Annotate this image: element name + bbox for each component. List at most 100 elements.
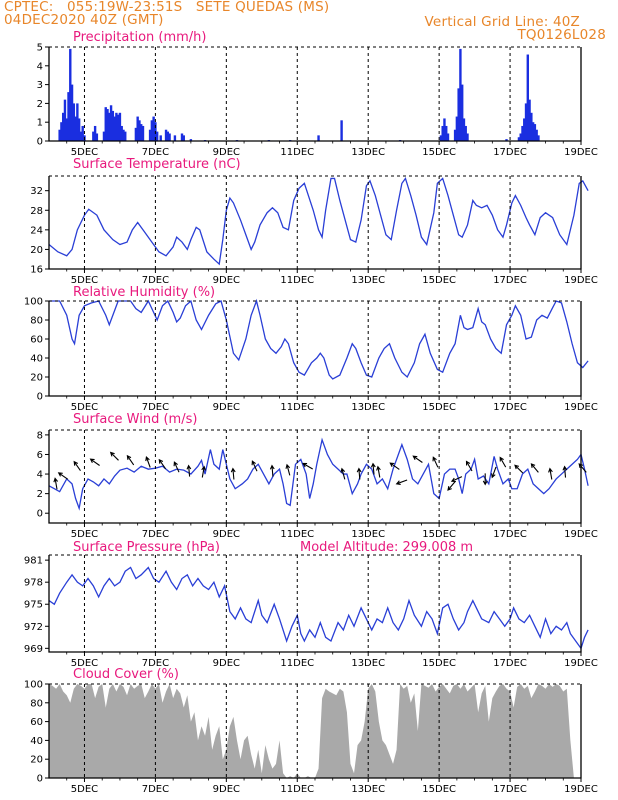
x-tick-label: 17DEC xyxy=(493,529,527,540)
rh-panel: 0 20 40 60 80 100 5DEC 7DEC 9DEC 11DEC 13DEC 15DEC 1… xyxy=(24,285,598,413)
precip-bar xyxy=(109,105,113,141)
y-tick-label: 20 xyxy=(30,373,43,384)
precip-bar xyxy=(505,139,508,141)
wind-arrow xyxy=(230,467,236,480)
temp-frame xyxy=(48,176,582,270)
precip-bar xyxy=(159,135,162,141)
header-date-line: 04DEC2020 40Z (GMT) xyxy=(4,12,164,28)
y-tick-label: 969 xyxy=(24,644,43,655)
precip-bar xyxy=(77,118,81,141)
wind-title: Surface Wind (m/s) xyxy=(73,412,197,427)
precip-bar xyxy=(531,122,535,141)
y-tick-label: 40 xyxy=(30,736,43,747)
pres-title: Surface Pressure (hPa) xyxy=(73,540,220,555)
wind-arrow xyxy=(465,460,473,472)
precip-bar xyxy=(115,112,118,141)
precip-bar xyxy=(141,125,145,141)
rh-frame xyxy=(48,301,582,397)
precip-bar xyxy=(460,84,464,141)
x-tick-label: 5DEC xyxy=(71,784,98,795)
precip-bar xyxy=(67,92,70,141)
precip-bar xyxy=(446,133,450,141)
precip-bar xyxy=(173,135,177,141)
precip-bar xyxy=(535,129,538,141)
y-tick-label: 60 xyxy=(30,717,43,728)
wind-arrow xyxy=(482,473,488,486)
x-tick-label: 13DEC xyxy=(351,784,385,795)
wind-arrow xyxy=(57,472,69,480)
x-tick-label: 7DEC xyxy=(142,275,169,286)
precip-bar xyxy=(120,125,123,141)
cloud-panel: 0 20 40 60 80 100 5DEC 7DEC 9DEC 11DEC 13DEC 15DEC 1… xyxy=(24,667,598,795)
precip-bar xyxy=(138,120,141,141)
x-tick-label: 17DEC xyxy=(493,275,527,286)
temp-line xyxy=(48,177,589,266)
temp-panel: 16 20 24 28 32 5DEC 7DEC 9DEC 11DEC 13DEC 15DEC 17D… xyxy=(30,157,598,286)
wind-arrow xyxy=(432,456,439,468)
x-tick-label: 7DEC xyxy=(142,529,169,540)
wind-arrow xyxy=(285,463,291,476)
precip-bar xyxy=(457,88,460,141)
x-tick-label: 15DEC xyxy=(422,402,456,413)
header-model-id: TQ0126L028 xyxy=(517,27,606,43)
precip-bar xyxy=(81,125,84,141)
precip-bar xyxy=(93,125,97,141)
wind-arrow xyxy=(53,477,59,490)
precip-bar xyxy=(189,139,193,141)
wind-arrow xyxy=(548,467,553,480)
precip-bar xyxy=(453,129,457,141)
precip-bar xyxy=(340,120,343,141)
y-tick-label: 6 xyxy=(37,450,43,461)
precip-bar xyxy=(530,112,533,141)
x-tick-label: 5DEC xyxy=(71,658,98,669)
precip-bar xyxy=(108,112,111,141)
x-tick-label: 15DEC xyxy=(422,784,456,795)
precip-title: Precipitation (mm/h) xyxy=(73,30,206,45)
y-tick-label: 0 xyxy=(37,509,43,520)
y-tick-label: 2 xyxy=(37,99,43,110)
x-tick-label: 15DEC xyxy=(422,147,456,158)
precip-bar xyxy=(79,131,83,141)
x-tick-label: 17DEC xyxy=(493,402,527,413)
x-tick-label: 11DEC xyxy=(280,147,314,158)
precip-bar xyxy=(462,118,466,141)
precip-bar xyxy=(104,107,107,141)
precip-bar xyxy=(459,48,462,141)
x-tick-label: 5DEC xyxy=(71,402,98,413)
x-tick-label: 19DEC xyxy=(564,784,598,795)
wind-arrow xyxy=(450,476,463,483)
precip-bar xyxy=(134,127,138,141)
y-tick-label: 0 xyxy=(37,392,43,403)
precip-bar xyxy=(521,125,524,141)
x-tick-label: 13DEC xyxy=(351,275,385,286)
precip-bar xyxy=(517,137,521,141)
pres-subtitle: Model Altitude: 299.008 m xyxy=(300,540,473,555)
y-tick-label: 40 xyxy=(30,354,43,365)
wind-line xyxy=(48,437,589,511)
precip-bar xyxy=(111,110,115,141)
precip-bar xyxy=(95,133,99,141)
y-tick-label: 32 xyxy=(30,186,43,197)
y-tick-label: 972 xyxy=(24,622,43,633)
precip-bar xyxy=(106,109,109,141)
wind-arrow xyxy=(89,458,100,466)
x-tick-label: 19DEC xyxy=(564,529,598,540)
precip-bar xyxy=(63,99,67,141)
wind-arrow xyxy=(530,463,539,473)
precip-bar xyxy=(150,120,154,141)
x-tick-label: 11DEC xyxy=(280,529,314,540)
x-tick-label: 5DEC xyxy=(71,275,98,286)
x-tick-label: 13DEC xyxy=(351,529,385,540)
wind-arrow xyxy=(370,462,376,475)
precip-bar xyxy=(70,84,74,141)
y-tick-label: 978 xyxy=(24,578,43,589)
wind-arrow xyxy=(158,458,167,470)
wind-arrow xyxy=(145,456,151,468)
x-tick-label: 11DEC xyxy=(280,275,314,286)
wind-arrow xyxy=(395,479,408,485)
precip-bar xyxy=(166,131,170,141)
x-tick-label: 11DEC xyxy=(280,784,314,795)
x-tick-label: 19DEC xyxy=(564,402,598,413)
precip-bar xyxy=(182,135,185,141)
y-tick-label: 28 xyxy=(30,206,43,217)
